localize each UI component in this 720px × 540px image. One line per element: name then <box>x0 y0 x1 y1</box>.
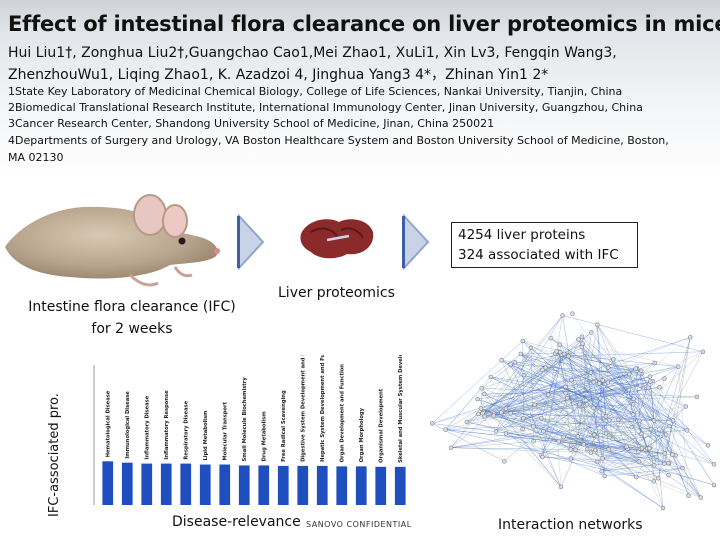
bar <box>219 464 231 505</box>
author-line-1: Hui Liu1†, Zonghua Liu2†,Guangchao Cao1,… <box>8 45 617 61</box>
category-label: Digestive System Development and Functio… <box>301 355 307 462</box>
protein-count-box: 4254 liver proteins 324 associated with … <box>451 222 638 268</box>
bar <box>199 464 211 505</box>
category-label: Inflammatory Response <box>164 390 170 460</box>
network-edges <box>432 313 715 509</box>
affiliation-2: 2Biomedical Translational Research Insti… <box>8 101 643 114</box>
header-band <box>0 0 720 180</box>
category-label: Skeletal and Muscular System Development… <box>398 355 404 463</box>
category-label: Free Radical Scavenging <box>281 390 287 462</box>
category-label: Organismal Development <box>379 388 385 463</box>
interaction-networks-label: Interaction networks <box>498 517 643 533</box>
arrow-right-icon <box>402 214 430 270</box>
liver-proteomics-label: Liver proteomics <box>278 285 395 301</box>
bar <box>121 462 133 505</box>
disease-relevance-chart: Hematological Disease Immunological Disea… <box>93 355 406 505</box>
poster-title: Effect of intestinal flora clearance on … <box>8 12 720 36</box>
affiliation-3: 3Cancer Research Center, Shandong Univer… <box>8 117 495 130</box>
liver-tissue-image <box>300 219 374 259</box>
bar <box>238 465 250 505</box>
bar <box>141 463 153 505</box>
disease-relevance-label: Disease-relevance <box>172 514 301 530</box>
bar <box>102 461 114 505</box>
category-label: Hepatic System Development and Function <box>320 355 326 462</box>
arrow-right-icon <box>237 214 265 270</box>
category-label: Inflammatory Disease <box>145 395 151 459</box>
affiliation-4: 4Departments of Surgery and Urology, VA … <box>8 134 669 147</box>
author-list: Hui Liu1†, Zonghua Liu2†,Guangchao Cao1,… <box>8 42 720 86</box>
category-label: Drug Metabolism <box>262 411 268 461</box>
bar <box>297 465 309 505</box>
bar <box>394 466 406 505</box>
category-label: Immunological Disease <box>125 391 131 459</box>
category-label: Small Molecule Biochemistry <box>242 377 248 462</box>
confidential-watermark: SANOVO CONFIDENTIAL <box>306 520 412 529</box>
affiliation-4-cont: MA 02130 <box>8 151 64 164</box>
bar <box>180 463 192 505</box>
network-nodes <box>429 311 717 511</box>
affiliation-1: 1State Key Laboratory of Medicinal Chemi… <box>8 85 623 98</box>
category-label: Hematological Disease <box>106 390 112 457</box>
bar <box>258 465 270 505</box>
category-label: Molecular Transport <box>223 401 229 460</box>
y-axis-label: IFC-associated pro. <box>47 393 62 517</box>
interaction-network-image <box>429 311 717 511</box>
category-label: Organ Development and Function <box>340 364 346 463</box>
bar <box>316 465 328 505</box>
protein-total: 4254 liver proteins <box>458 227 586 243</box>
category-label: Organ Morphology <box>359 407 365 462</box>
bar <box>160 463 172 505</box>
category-label: Respiratory Disease <box>184 400 190 459</box>
ifc-caption: Intestine flora clearance (IFC) for 2 we… <box>12 296 252 340</box>
protein-ifc-associated: 324 associated with IFC <box>458 247 619 263</box>
bar <box>375 466 387 505</box>
ifc-caption-line-1: Intestine flora clearance (IFC) <box>28 299 236 315</box>
category-label: Lipid Metabolism <box>203 410 209 460</box>
bar <box>336 466 348 505</box>
bar <box>277 465 289 505</box>
bar <box>355 466 367 505</box>
mouse-image <box>5 194 220 287</box>
author-line-2: ZhenzhouWu1, Liqing Zhao1, K. Azadzoi 4,… <box>8 67 549 83</box>
ifc-caption-line-2: for 2 weeks <box>91 321 173 337</box>
